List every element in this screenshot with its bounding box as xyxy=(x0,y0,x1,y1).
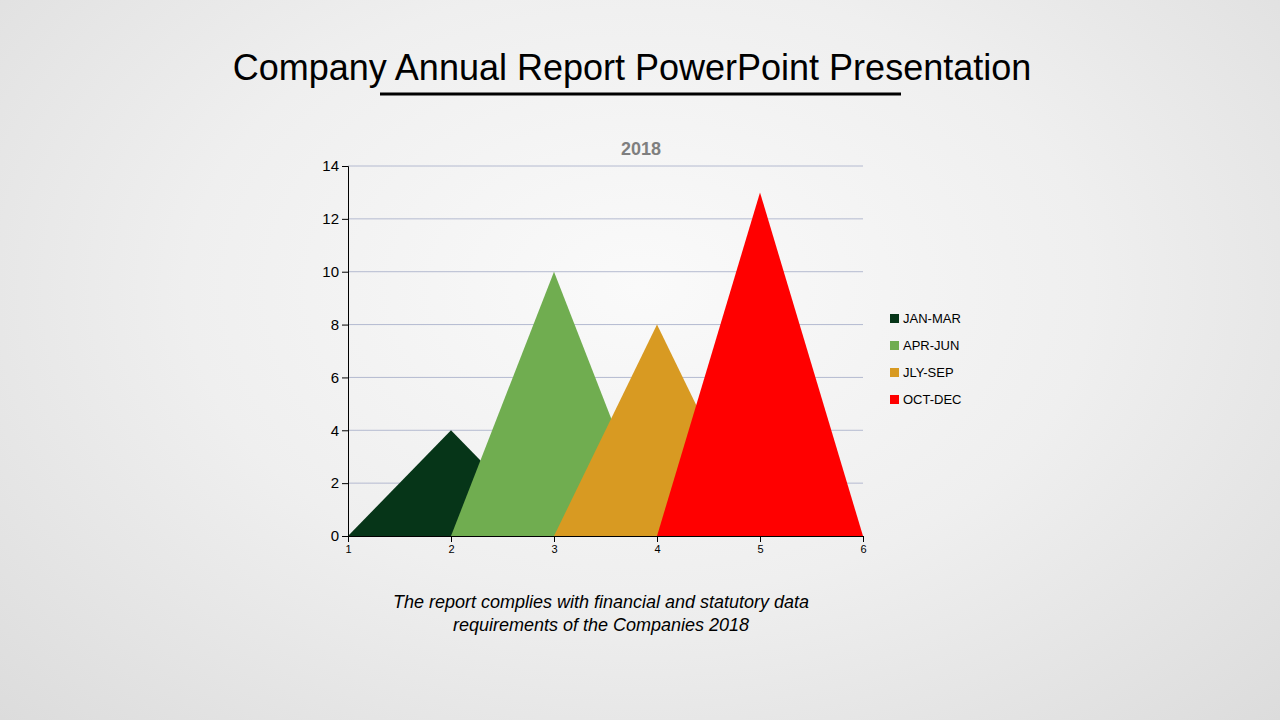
caption-line: requirements of the Companies 2018 xyxy=(453,615,749,635)
y-tick-mark xyxy=(342,430,348,431)
legend-label: OCT-DEC xyxy=(903,392,962,407)
x-tick-label: 6 xyxy=(860,543,866,555)
area xyxy=(657,192,863,536)
x-tick: 5 xyxy=(757,536,763,555)
y-tick-mark xyxy=(342,483,348,484)
y-tick-label: 4 xyxy=(331,422,339,439)
x-tick-label: 2 xyxy=(448,543,454,555)
x-tick: 3 xyxy=(551,536,557,555)
x-tick-mark xyxy=(348,536,349,542)
x-tick-label: 3 xyxy=(551,543,557,555)
y-tick-mark xyxy=(342,325,348,326)
x-tick: 2 xyxy=(448,536,454,555)
x-tick-label: 4 xyxy=(654,543,660,555)
grid-line xyxy=(348,166,863,167)
y-tick-mark xyxy=(342,377,348,378)
legend-swatch xyxy=(890,368,899,377)
grid xyxy=(348,166,863,536)
y-tick-label: 10 xyxy=(322,263,339,280)
y-tick-label: 14 xyxy=(322,157,339,174)
y-tick-mark xyxy=(342,272,348,273)
y-tick-label: 8 xyxy=(331,316,339,333)
y-tick-mark xyxy=(342,219,348,220)
x-tick-label: 5 xyxy=(757,543,763,555)
y-tick: 8 xyxy=(331,316,348,333)
y-axis-line xyxy=(342,167,349,537)
grid-line xyxy=(348,271,863,272)
y-tick: 6 xyxy=(331,369,348,386)
chart-svg: Company Annual Report PowerPoint Present… xyxy=(0,0,1280,720)
y-tick-label: 2 xyxy=(331,474,339,491)
legend: JAN-MAR APR-JUN JLY-SEP OCT-DEC xyxy=(890,311,962,407)
legend-swatch xyxy=(890,395,899,404)
legend-swatch xyxy=(890,314,899,323)
chart-title: 2018 xyxy=(621,139,661,159)
legend-label: JLY-SEP xyxy=(903,365,954,380)
grid-line xyxy=(348,218,863,219)
y-tick: 14 xyxy=(322,157,348,174)
page-heading: Company Annual Report PowerPoint Present… xyxy=(233,47,1031,88)
x-axis-line xyxy=(349,537,864,543)
x-tick-mark xyxy=(554,536,555,542)
plot-area xyxy=(348,192,863,536)
x-tick-label: 1 xyxy=(345,543,351,555)
y-tick-label: 12 xyxy=(322,210,339,227)
y-tick-mark xyxy=(342,166,348,167)
x-tick-mark xyxy=(863,536,864,542)
legend-label: JAN-MAR xyxy=(903,311,961,326)
y-tick: 0 xyxy=(331,527,348,544)
caption-line: The report complies with financial and s… xyxy=(393,592,809,612)
legend-label: APR-JUN xyxy=(903,338,959,353)
x-tick: 6 xyxy=(860,536,866,555)
y-tick: 12 xyxy=(322,210,348,227)
y-tick-label: 0 xyxy=(331,527,339,544)
y-tick: 10 xyxy=(322,263,348,280)
x-tick-mark xyxy=(451,536,452,542)
x-tick: 4 xyxy=(654,536,660,555)
heading-underline xyxy=(380,93,901,96)
y-tick-mark xyxy=(342,536,348,537)
y-tick: 4 xyxy=(331,422,348,439)
x-axis: 1 2 3 4 5 6 xyxy=(345,536,866,555)
y-tick-label: 6 xyxy=(331,369,339,386)
legend-swatch xyxy=(890,341,899,350)
x-tick-mark xyxy=(760,536,761,542)
y-axis: 0 2 4 6 8 10 12 14 xyxy=(322,157,348,544)
x-tick-mark xyxy=(657,536,658,542)
y-tick: 2 xyxy=(331,474,348,491)
x-tick: 1 xyxy=(345,536,351,555)
